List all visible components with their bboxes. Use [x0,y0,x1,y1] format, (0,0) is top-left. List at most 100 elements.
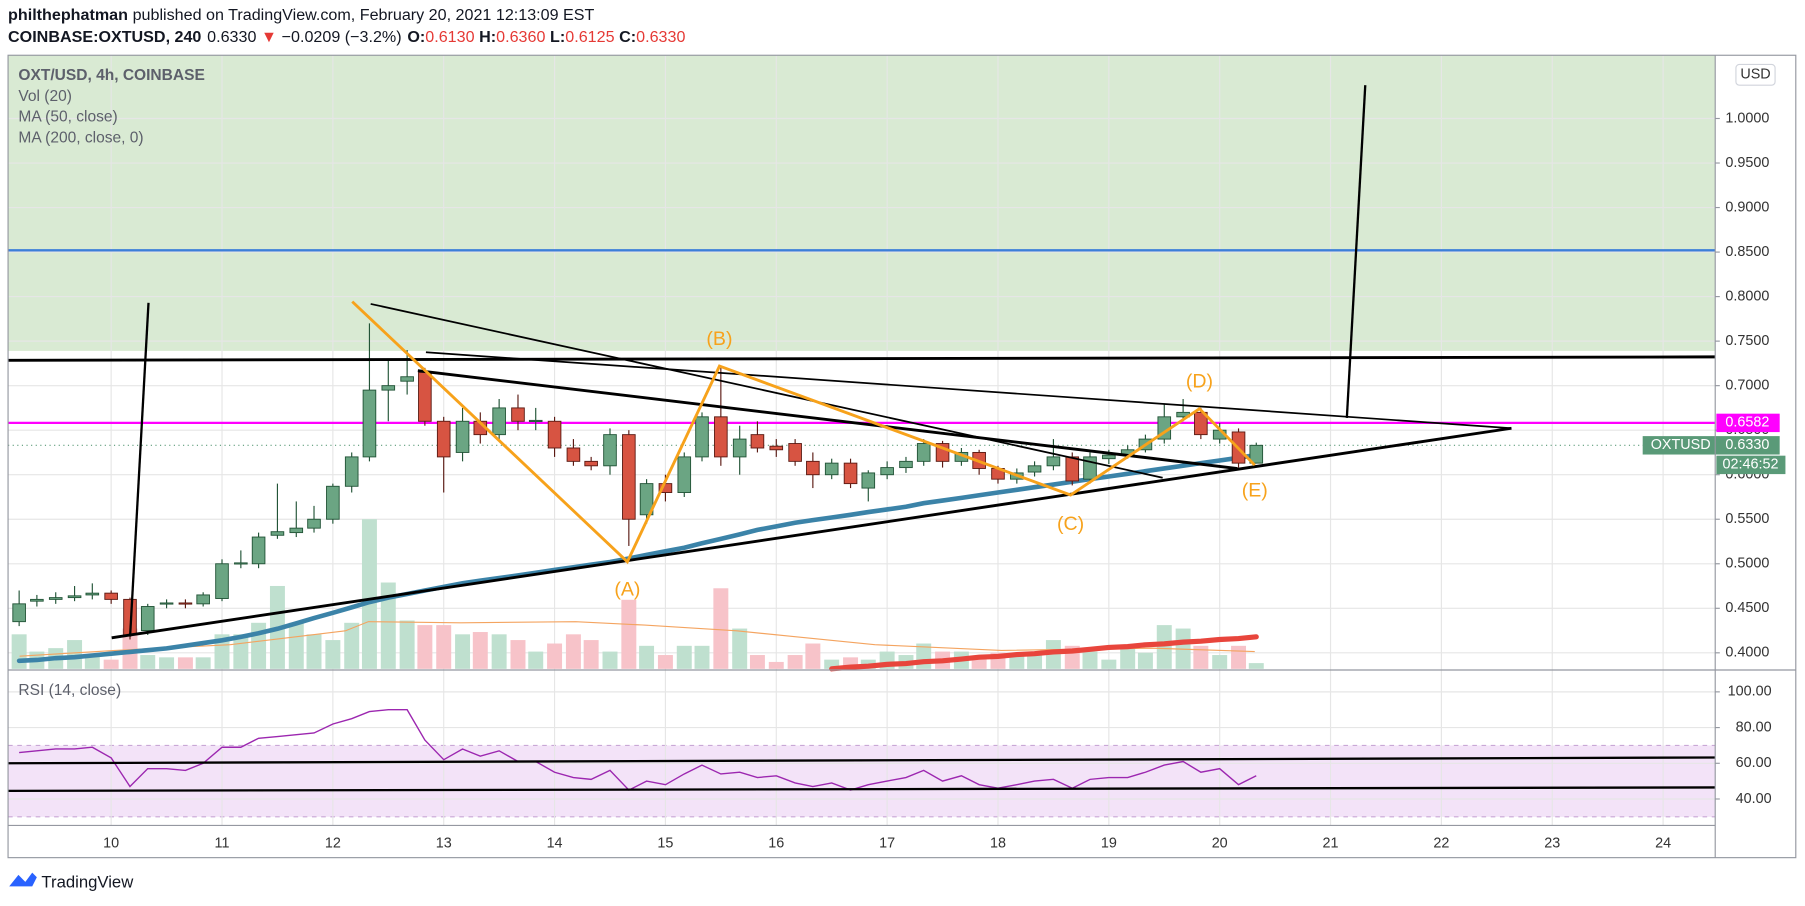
change: −0.0209 (−3.2%) [282,28,402,46]
y-tick-label: 60.00 [1736,755,1772,771]
candle-body [436,420,451,458]
volume-bar [639,645,655,669]
drawings [8,85,1716,793]
candle-body [140,606,155,632]
volume-bar [1101,659,1117,669]
volume-bar [11,634,27,669]
pattern-label: (B) [706,328,732,350]
x-tick-label: 23 [1544,836,1560,852]
volume-bar [195,657,211,669]
volume-bar [84,655,100,669]
y-tick-label: 0.8000 [1725,288,1769,304]
y-tick-label: 80.00 [1736,719,1772,735]
volume-bar [1120,648,1136,669]
candle-body [566,447,581,462]
pattern-label: (D) [1186,370,1213,392]
axes: 0.40000.45000.50000.55000.60000.65000.70… [103,110,1786,852]
c: 0.6330 [636,28,685,46]
moving-average [829,634,1259,672]
ohlc-line: COINBASE:OXTUSD, 240 0.6330 ▼ −0.0209 (−3.2… [8,28,685,46]
volume-bar [602,651,618,669]
volume-bar [1248,663,1264,669]
volume-bar [455,634,471,669]
volume-bar [657,655,673,669]
candle-body [67,595,82,599]
candles [12,323,1264,640]
candle-body [1046,456,1061,467]
y-tick-label: 100.00 [1728,684,1772,700]
candle-body [12,603,26,623]
moving-average [16,452,1259,664]
candle-body [584,460,598,467]
volume-bar [694,645,710,669]
trendline [417,369,1238,470]
pattern-label: (E) [1242,480,1268,502]
candle-body [215,563,229,599]
legend-entry: MA (50, close) [18,109,117,126]
volume-bar [1231,645,1247,669]
candle-body [30,598,44,602]
volume-bar [306,634,322,669]
candle-body [824,462,839,476]
candle-body [714,416,728,458]
volume-bar [713,588,729,669]
candle-body [916,443,931,462]
o: 0.6130 [425,28,474,46]
volume-bar [787,655,803,669]
l-label: L: [550,28,565,46]
volume-bar [288,622,304,669]
candle-body [806,460,820,476]
candle-body [251,536,266,565]
volume-bar [1212,655,1228,669]
volume-bar [510,640,526,669]
unit-box[interactable] [1735,63,1776,86]
rsi-trendline [8,756,1716,765]
x-tick-label: 16 [768,836,784,852]
volume-bar [122,628,138,669]
last-price-label: 0.6330 [1725,437,1769,453]
resistance-zone [8,55,1716,351]
x-tick-label: 24 [1655,836,1671,852]
x-tick-label: 22 [1433,836,1449,852]
volume-bar [676,645,692,669]
candle-body [289,527,304,534]
price-tag-label: 0.6582 [1725,415,1769,431]
trendline [8,355,1716,362]
y-tick-label: 1.0000 [1725,110,1769,126]
candle-body [381,385,396,391]
o-label: O: [407,28,425,46]
volume-bar [621,599,637,669]
candle-body [400,376,414,382]
wave-pattern [351,300,1256,565]
candle-body [547,420,562,449]
l: 0.6125 [565,28,614,46]
trendline [111,426,1512,640]
candle-body [418,371,432,422]
candle-body [234,562,248,565]
x-tick-label: 11 [215,836,230,852]
volume-bar [843,657,859,669]
x-tick-label: 20 [1212,836,1228,852]
indicator-lines [8,249,1716,791]
candle-body [48,597,63,600]
x-tick-label: 12 [325,836,341,852]
rsi-line [19,709,1257,791]
volume-bar [140,655,156,669]
x-tick-label: 18 [990,836,1006,852]
volume-bar [417,625,433,669]
last-price-tag [1642,436,1780,455]
candle-body [769,445,784,451]
volume-bar [749,655,765,669]
candle-body [1027,465,1042,473]
volume-bar [67,640,83,669]
candle-body [492,407,506,436]
candle-body [677,456,692,493]
candle-body [861,472,876,489]
trendline [128,302,150,637]
volume-bar [472,632,488,669]
x-tick-label: 15 [657,836,673,852]
unit[interactable]: USD [1740,67,1770,83]
legend-entry: Vol (20) [18,88,72,105]
volume-bar [380,582,396,669]
symbol-tag: OXTUSD [1651,437,1711,453]
